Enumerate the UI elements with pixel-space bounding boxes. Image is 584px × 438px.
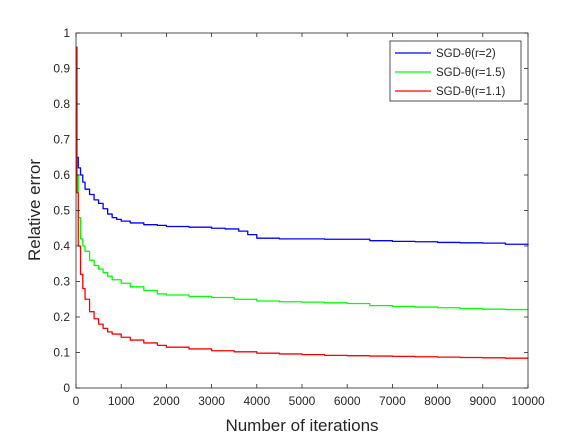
x-tick-label-9: 9000: [469, 394, 496, 408]
y-tick-label-3: 0.3: [53, 275, 70, 289]
y-axis-ticks: 0 0.1 0.2 0.3 0.4 0.5 0.6 0.7 0.8 0.9 1: [53, 26, 528, 395]
legend: SGD-θ(r=2) SGD-θ(r=1.5) SGD-θ(r=1.1): [389, 40, 522, 102]
x-tick-label-10: 10000: [511, 394, 545, 408]
y-tick-label-9: 0.9: [53, 62, 70, 76]
plot-frame: [75, 32, 529, 389]
y-tick-label-7: 0.7: [53, 133, 70, 147]
series-line-1: [76, 46, 529, 311]
legend-label-r2: SGD-θ(r=2): [436, 48, 496, 60]
series-lines: [76, 46, 529, 359]
x-axis-ticks: 0 1000 2000 3000 4000 5000 6000 7000 8000 9000 100…: [73, 33, 545, 408]
x-tick-label-7: 7000: [379, 394, 406, 408]
series-line-0: [76, 46, 529, 246]
x-tick-label-8: 8000: [424, 394, 451, 408]
x-axis-label: Number of iterations: [225, 416, 378, 435]
y-tick-label-10: 1: [63, 26, 70, 40]
x-tick-label-5: 5000: [289, 394, 316, 408]
x-tick-label-4: 4000: [243, 394, 270, 408]
y-tick-label-0: 0: [63, 381, 70, 395]
y-axis-label: Relative error: [25, 159, 44, 261]
x-tick-label-1: 1000: [108, 394, 135, 408]
series-line-2: [76, 46, 529, 359]
y-tick-label-4: 0.4: [53, 239, 70, 253]
y-tick-label-2: 0.2: [53, 310, 70, 324]
legend-label-r1-5: SGD-θ(r=1.5): [436, 67, 506, 79]
legend-label-r1-1: SGD-θ(r=1.1): [436, 86, 506, 98]
x-tick-label-6: 6000: [334, 394, 361, 408]
x-tick-label-3: 3000: [198, 394, 225, 408]
y-tick-label-1: 0.1: [53, 346, 70, 360]
y-tick-label-8: 0.8: [53, 97, 70, 111]
y-tick-label-5: 0.5: [53, 204, 70, 218]
x-tick-label-0: 0: [73, 394, 80, 408]
y-tick-label-6: 0.6: [53, 168, 70, 182]
x-tick-label-2: 2000: [153, 394, 180, 408]
